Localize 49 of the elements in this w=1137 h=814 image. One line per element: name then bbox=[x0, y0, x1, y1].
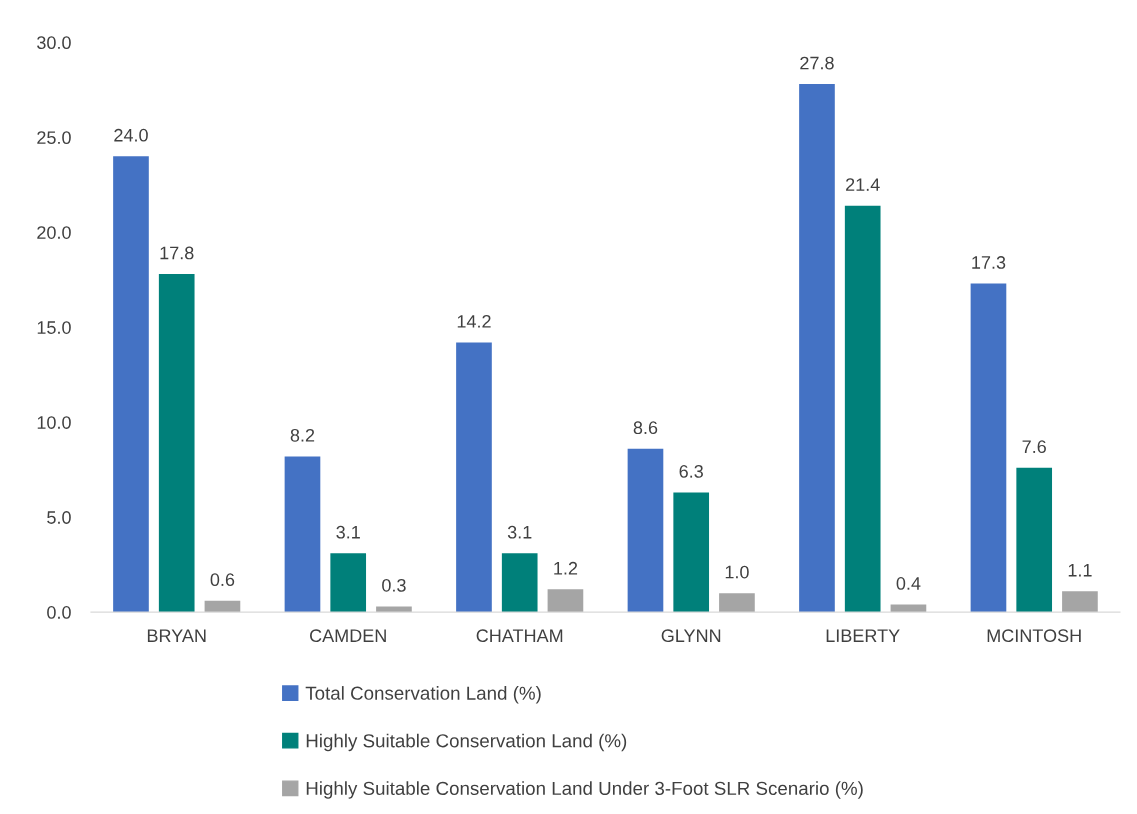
data-label: 3.1 bbox=[336, 525, 360, 539]
bar bbox=[456, 342, 492, 613]
y-tick-label: 0.0 bbox=[47, 606, 71, 619]
bar bbox=[673, 492, 710, 613]
bar bbox=[970, 283, 1007, 613]
bar bbox=[1016, 467, 1053, 613]
data-label: 17.8 bbox=[160, 246, 194, 260]
y-tick-label: 30.0 bbox=[37, 36, 71, 50]
bar bbox=[547, 589, 584, 613]
bar bbox=[284, 456, 321, 613]
data-label: 6.3 bbox=[679, 465, 703, 478]
data-label: 1.0 bbox=[725, 565, 749, 579]
data-label: 1.2 bbox=[554, 561, 578, 575]
y-tick-label: 25.0 bbox=[37, 131, 71, 145]
bar bbox=[627, 448, 664, 613]
bar bbox=[844, 205, 881, 613]
data-label: 24.0 bbox=[114, 128, 148, 142]
bar bbox=[330, 553, 367, 613]
x-tick-label: GLYNN bbox=[661, 629, 721, 643]
data-label: 0.3 bbox=[382, 578, 406, 592]
x-tick-label: MCINTOSH bbox=[987, 629, 1081, 643]
bar bbox=[113, 156, 149, 613]
y-tick-label: 20.0 bbox=[37, 226, 71, 239]
bar bbox=[719, 593, 755, 613]
bar bbox=[799, 84, 835, 613]
data-label: 8.2 bbox=[290, 428, 315, 442]
legend-label: Highly Suitable Conservation Land (%) bbox=[306, 733, 627, 752]
data-label: 0.6 bbox=[210, 573, 235, 587]
legend-label: Highly Suitable Conservation Land Under 3-Foot SLR Scenario (%) bbox=[306, 781, 863, 799]
data-label: 7.6 bbox=[1022, 440, 1046, 454]
data-label: 0.4 bbox=[896, 577, 921, 590]
data-label: 8.6 bbox=[633, 421, 658, 435]
x-tick-label: LIBERTY bbox=[826, 629, 900, 642]
data-label: 3.1 bbox=[507, 525, 532, 539]
legend-label: Total Conservation Land (%) bbox=[305, 686, 541, 704]
x-tick-label: CAMDEN bbox=[310, 629, 386, 643]
x-tick-label: BRYAN bbox=[147, 629, 206, 642]
y-tick-label: 5.0 bbox=[47, 511, 71, 524]
data-label: 1.1 bbox=[1068, 563, 1092, 577]
data-label: 14.2 bbox=[457, 314, 491, 328]
y-tick-label: 15.0 bbox=[37, 321, 71, 334]
y-tick-label: 10.0 bbox=[37, 416, 71, 429]
x-tick-label: CHATHAM bbox=[476, 629, 563, 643]
data-label: 27.8 bbox=[800, 56, 834, 70]
data-label: 17.3 bbox=[972, 256, 1006, 269]
data-label: 21.4 bbox=[846, 178, 880, 191]
bar bbox=[1062, 591, 1098, 613]
bar bbox=[158, 274, 195, 613]
bar bbox=[501, 553, 538, 613]
